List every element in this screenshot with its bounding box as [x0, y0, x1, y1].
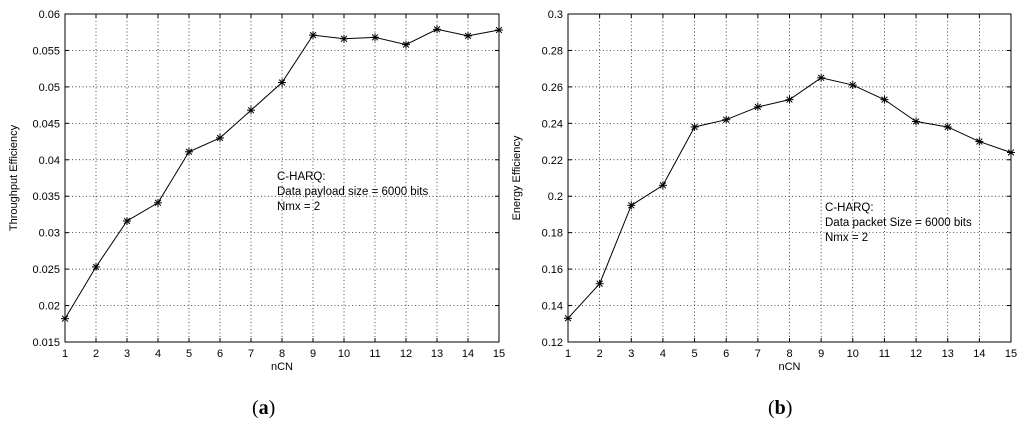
data-point: [278, 78, 286, 87]
x-tick-label: 6: [723, 348, 729, 360]
x-tick-label: 2: [93, 348, 99, 360]
y-tick-label: 0.035: [32, 191, 60, 203]
data-point: [564, 314, 572, 323]
data-point: [690, 122, 699, 131]
data-point: [753, 102, 762, 111]
grid: [65, 14, 499, 342]
annotation-line: C-HARQ:: [825, 202, 874, 214]
chart-b: 1 2 3 4 5 6 7 8 9 10 11 12 13 14 150.120.140.160.180.2…: [511, 9, 1017, 419]
annotation-line: C-HARQ:: [277, 171, 326, 183]
data-point: [154, 198, 162, 207]
data-point: [1007, 148, 1015, 157]
x-tick-label: 12: [400, 348, 412, 360]
y-tick-label: 0.03: [39, 228, 60, 240]
x-tick-label: 15: [493, 348, 505, 360]
x-tick-label: 15: [1005, 348, 1017, 360]
annotation-line: Nmx = 2: [277, 201, 320, 213]
data-point: [627, 201, 636, 210]
panel-caption: (a): [252, 397, 275, 419]
x-tick-label: 11: [369, 348, 380, 360]
x-tick-label: 10: [847, 348, 859, 360]
data-point: [595, 279, 604, 288]
chart-a: 1 2 3 4 5 6 7 8 9 10 11 12 13 14 150.0150.020.0250.030…: [8, 9, 505, 419]
x-tick-label: 11: [879, 348, 890, 360]
data-point: [785, 95, 794, 104]
y-tick-label: 0.015: [32, 337, 60, 349]
annotation: C-HARQ: Data payload size = 6000 bits Nmx …: [277, 171, 428, 213]
x-tick-label: 14: [462, 348, 474, 360]
data-point: [247, 106, 255, 115]
y-tick-label: 0.045: [32, 118, 60, 130]
y-tick-label: 0.18: [542, 228, 563, 240]
x-tick-label: 8: [279, 348, 285, 360]
x-tick-label: 7: [248, 348, 254, 360]
y-tick-label: 0.06: [39, 9, 60, 21]
y-axis-label: Energy Efficiency: [511, 135, 523, 220]
data-point: [92, 262, 100, 271]
data-point: [495, 26, 503, 35]
x-tick-label: 1: [565, 348, 571, 360]
y-tick-label: 0.12: [542, 337, 563, 349]
x-tick-label: 9: [310, 348, 316, 360]
y-tick-label: 0.02: [39, 301, 60, 313]
y-tick-label: 0.025: [32, 264, 60, 276]
annotation-line: Data packet Size = 6000 bits: [825, 217, 972, 229]
x-tick-label: 7: [755, 348, 761, 360]
x-tick-label: 13: [942, 348, 954, 360]
data-point: [464, 31, 472, 40]
data-point: [185, 147, 193, 156]
y-tick-label: 0.24: [542, 118, 563, 130]
data-point: [123, 217, 131, 226]
x-tick-label: 1: [62, 348, 68, 360]
annotation: C-HARQ: Data packet Size = 6000 bits Nmx =…: [825, 202, 972, 244]
y-tick-label: 0.2: [548, 191, 563, 203]
data-point: [61, 314, 69, 323]
data-point: [975, 137, 984, 146]
x-tick-label: 3: [628, 348, 634, 360]
x-tick-label: 4: [660, 348, 666, 360]
panel-caption: (b): [768, 397, 792, 419]
y-tick-label: 0.3: [548, 9, 563, 21]
data-point: [371, 33, 379, 42]
annotation-line: Data payload size = 6000 bits: [277, 186, 428, 198]
data-point: [943, 122, 952, 131]
y-tick-label: 0.16: [542, 264, 563, 276]
x-tick-label: 10: [338, 348, 350, 360]
y-tick-label: 0.22: [542, 155, 563, 167]
x-tick-label: 12: [910, 348, 922, 360]
data-point: [848, 81, 857, 90]
x-axis-label: nCN: [271, 361, 293, 373]
y-tick-label: 0.05: [39, 82, 60, 94]
x-tick-label: 3: [124, 348, 130, 360]
y-tick-label: 0.14: [542, 301, 563, 313]
x-tick-label: 4: [155, 348, 161, 360]
y-tick-label: 0.26: [542, 82, 563, 94]
x-tick-label: 2: [597, 348, 603, 360]
data-point: [722, 115, 731, 124]
data-point: [912, 117, 921, 126]
data-point: [402, 40, 410, 49]
grid: [568, 14, 1011, 342]
data-point: [433, 25, 441, 34]
data-point: [340, 34, 348, 43]
data-point: [658, 181, 667, 190]
x-tick-label: 8: [786, 348, 792, 360]
y-tick-label: 0.055: [32, 45, 60, 57]
x-tick-label: 14: [973, 348, 985, 360]
x-tick-label: 6: [217, 348, 223, 360]
data-point: [817, 73, 826, 82]
y-axis-label: Throughput Efficiency: [8, 124, 20, 231]
x-tick-label: 5: [186, 348, 192, 360]
x-tick-label: 5: [692, 348, 698, 360]
annotation-line: Nmx = 2: [825, 232, 868, 244]
data-point: [309, 31, 317, 40]
data-point: [216, 133, 224, 142]
y-tick-label: 0.28: [542, 45, 563, 57]
y-tick-label: 0.04: [39, 155, 60, 167]
x-axis-label: nCN: [778, 361, 800, 373]
data-point: [880, 95, 889, 104]
x-tick-label: 13: [431, 348, 443, 360]
x-tick-label: 9: [818, 348, 824, 360]
